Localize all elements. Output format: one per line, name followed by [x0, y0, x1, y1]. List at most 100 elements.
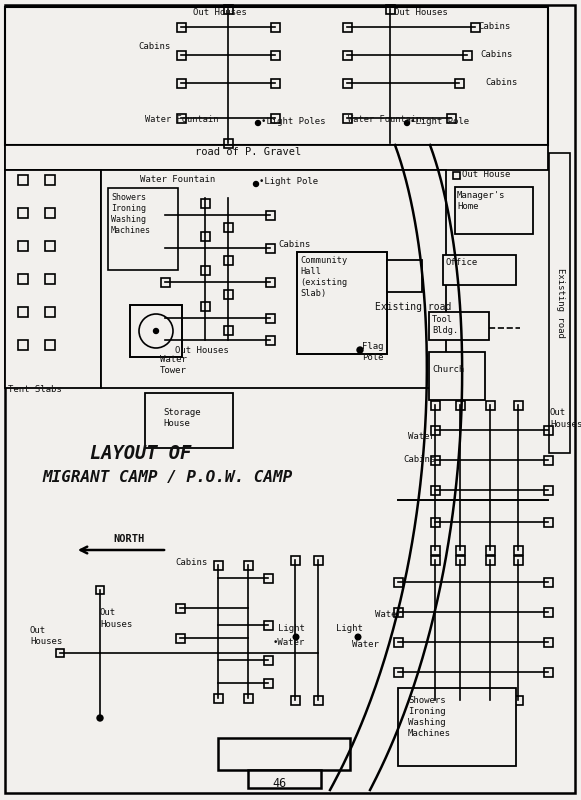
- Text: Water Fountain: Water Fountain: [348, 115, 421, 124]
- Bar: [387, 260, 422, 292]
- Text: Out: Out: [550, 408, 566, 417]
- Bar: [386, 5, 394, 14]
- Bar: [343, 114, 352, 122]
- Circle shape: [97, 715, 103, 721]
- Text: Community
Hall
(existing
Slab): Community Hall (existing Slab): [300, 256, 347, 298]
- Bar: [45, 307, 55, 317]
- Text: 46: 46: [272, 777, 286, 790]
- Bar: [160, 243, 170, 253]
- Text: •Light Pole: •Light Pole: [410, 117, 469, 126]
- Bar: [431, 555, 439, 565]
- Bar: [290, 695, 299, 705]
- Text: Manager's
Home: Manager's Home: [457, 191, 505, 211]
- Bar: [471, 22, 479, 31]
- Bar: [266, 278, 274, 286]
- Text: Flag
Pole: Flag Pole: [362, 342, 383, 362]
- Bar: [271, 114, 279, 122]
- Bar: [264, 621, 272, 630]
- Bar: [18, 208, 28, 218]
- Bar: [224, 290, 232, 298]
- Text: Cabins: Cabins: [485, 78, 517, 87]
- Bar: [514, 695, 522, 705]
- Text: Cabins: Cabins: [138, 42, 170, 51]
- Bar: [45, 241, 55, 251]
- Circle shape: [355, 634, 361, 640]
- Text: •Light Poles: •Light Poles: [261, 117, 325, 126]
- Bar: [514, 546, 522, 554]
- Circle shape: [153, 329, 159, 334]
- Bar: [290, 555, 299, 565]
- Bar: [266, 243, 274, 253]
- Text: Cabins: Cabins: [175, 558, 207, 567]
- Circle shape: [253, 182, 259, 186]
- Text: Tent Slabs: Tent Slabs: [8, 385, 62, 394]
- Bar: [393, 578, 403, 586]
- Bar: [398, 688, 516, 766]
- Bar: [264, 574, 272, 582]
- Bar: [243, 694, 253, 702]
- Text: Houses: Houses: [100, 620, 132, 629]
- Text: road of P. Gravel: road of P. Gravel: [195, 147, 302, 157]
- Bar: [45, 208, 55, 218]
- Bar: [456, 695, 464, 705]
- Bar: [486, 555, 494, 565]
- Bar: [453, 171, 460, 178]
- Bar: [264, 678, 272, 687]
- Bar: [200, 266, 210, 274]
- Bar: [18, 241, 28, 251]
- Text: Water
Tower: Water Tower: [160, 355, 187, 375]
- Bar: [175, 634, 185, 642]
- Bar: [343, 50, 352, 59]
- Text: Tool
Bldg.: Tool Bldg.: [432, 315, 458, 335]
- Bar: [224, 5, 232, 14]
- Bar: [486, 546, 494, 554]
- Bar: [462, 50, 472, 59]
- Bar: [271, 78, 279, 87]
- Bar: [200, 198, 210, 207]
- Bar: [429, 352, 485, 400]
- Text: Showers
Ironing
Washing
Machines: Showers Ironing Washing Machines: [111, 193, 151, 235]
- Bar: [543, 607, 553, 617]
- Bar: [456, 555, 464, 565]
- Text: Light: Light: [278, 624, 305, 633]
- Bar: [431, 426, 439, 434]
- Bar: [486, 401, 494, 410]
- Text: Out
Houses: Out Houses: [30, 626, 62, 646]
- Bar: [266, 335, 274, 345]
- Bar: [456, 401, 464, 410]
- Text: MIGRANT CAMP / P.O.W. CAMP: MIGRANT CAMP / P.O.W. CAMP: [42, 470, 292, 485]
- Bar: [543, 455, 553, 465]
- Bar: [431, 486, 439, 494]
- Bar: [200, 231, 210, 241]
- Bar: [447, 114, 456, 122]
- Text: Cabins: Cabins: [403, 455, 435, 464]
- Bar: [266, 314, 274, 322]
- Text: Office: Office: [446, 258, 478, 267]
- Bar: [160, 314, 170, 322]
- Bar: [130, 305, 182, 357]
- Bar: [514, 555, 522, 565]
- Bar: [5, 170, 101, 388]
- Bar: [343, 78, 352, 87]
- Bar: [56, 649, 64, 657]
- Bar: [213, 561, 223, 570]
- Circle shape: [404, 121, 410, 126]
- Text: Water: Water: [408, 432, 435, 441]
- Text: Storage
House: Storage House: [163, 408, 200, 428]
- Text: NORTH: NORTH: [113, 534, 144, 544]
- Bar: [429, 312, 489, 340]
- Bar: [297, 252, 387, 354]
- Bar: [455, 187, 533, 234]
- Bar: [224, 138, 232, 147]
- Bar: [5, 7, 548, 145]
- Bar: [160, 335, 170, 345]
- Text: Water: Water: [375, 610, 402, 619]
- Bar: [393, 667, 403, 677]
- Bar: [248, 770, 321, 788]
- Bar: [271, 50, 279, 59]
- Circle shape: [293, 634, 299, 640]
- Bar: [543, 426, 553, 434]
- Bar: [18, 340, 28, 350]
- Bar: [213, 694, 223, 702]
- Text: Water Fountain: Water Fountain: [145, 115, 218, 124]
